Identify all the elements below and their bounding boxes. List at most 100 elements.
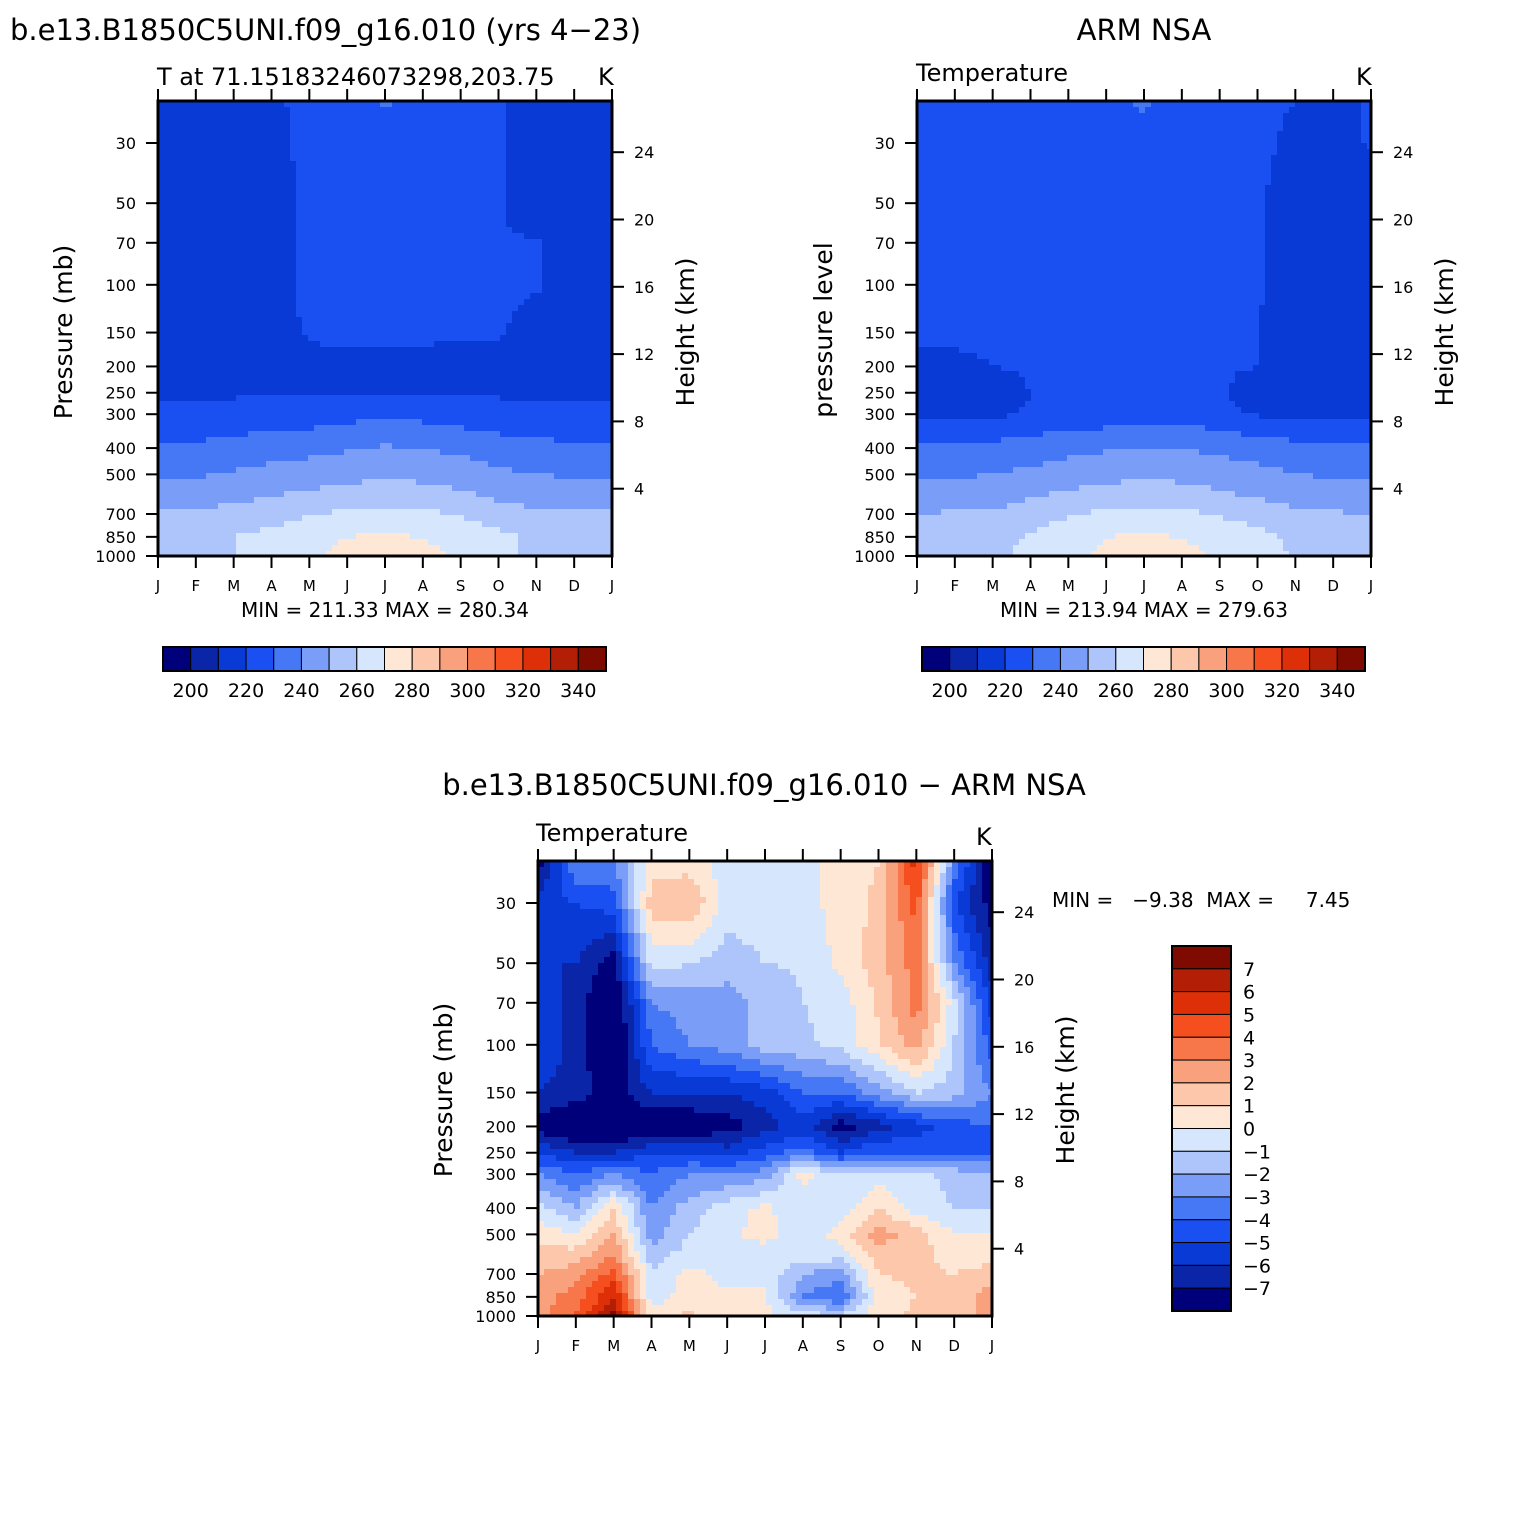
contour-cell	[344, 269, 351, 276]
contour-cell	[308, 377, 315, 384]
contour-cell	[440, 125, 447, 132]
contour-cell	[434, 407, 441, 414]
contour-cell	[434, 413, 441, 420]
contour-cell	[368, 353, 375, 360]
contour-cell	[338, 125, 345, 132]
contour-cell	[224, 305, 231, 312]
contour-cell	[434, 155, 441, 162]
contour-cell	[266, 281, 273, 288]
contour-cell	[530, 245, 537, 252]
contour-cell	[338, 233, 345, 240]
contour-cell	[434, 269, 441, 276]
contour-cell	[194, 449, 201, 456]
contour-cell	[236, 335, 243, 342]
contour-cell	[506, 485, 513, 492]
contour-cell	[548, 269, 555, 276]
contour-cell	[506, 407, 513, 414]
contour-cell	[236, 479, 243, 486]
contour-cell	[428, 323, 435, 330]
contour-cell	[296, 455, 303, 462]
contour-cell	[254, 125, 261, 132]
contour-cell	[440, 437, 447, 444]
contour-cell	[242, 221, 249, 228]
contour-cell	[440, 485, 447, 492]
contour-cell	[200, 287, 207, 294]
contour-cell	[332, 257, 339, 264]
contour-cell	[422, 317, 429, 324]
contour-cell	[458, 239, 465, 246]
contour-cell	[206, 365, 213, 372]
contour-cell	[542, 335, 549, 342]
contour-cell	[164, 101, 171, 108]
contour-cell	[200, 551, 207, 557]
contour-cell	[362, 185, 369, 192]
contour-cell	[482, 311, 489, 318]
contour-cell	[158, 323, 165, 330]
contour-cell	[542, 365, 549, 372]
contour-cell	[254, 485, 261, 492]
contour-cell	[380, 251, 387, 258]
contour-cell	[530, 407, 537, 414]
contour-cell	[278, 377, 285, 384]
contour-cell	[242, 113, 249, 120]
contour-cell	[254, 359, 261, 366]
contour-cell	[266, 389, 273, 396]
contour-cell	[212, 287, 219, 294]
contour-cell	[260, 227, 267, 234]
contour-cell	[188, 509, 195, 516]
contour-cell	[428, 161, 435, 168]
contour-cell	[368, 305, 375, 312]
contour-cell	[344, 311, 351, 318]
contour-cell	[440, 449, 447, 456]
contour-cell	[200, 419, 207, 426]
contour-cell	[290, 365, 297, 372]
contour-cell	[320, 419, 327, 426]
contour-cell	[422, 437, 429, 444]
contour-cell	[464, 269, 471, 276]
contour-cell	[260, 275, 267, 282]
contour-cell	[464, 551, 471, 557]
contour-cell	[236, 467, 243, 474]
contour-cell	[254, 287, 261, 294]
contour-cell	[170, 341, 177, 348]
contour-cell	[224, 359, 231, 366]
contour-cell	[248, 269, 255, 276]
contour-cell	[392, 131, 399, 138]
contour-cell	[242, 191, 249, 198]
contour-cell	[272, 527, 279, 534]
contour-cell	[512, 533, 519, 540]
contour-cell	[518, 431, 525, 438]
contour-cell	[176, 227, 183, 234]
contour-cell	[236, 419, 243, 426]
contour-cell	[482, 371, 489, 378]
contour-cell	[272, 425, 279, 432]
contour-cell	[206, 299, 213, 306]
contour-cell	[536, 245, 543, 252]
contour-cell	[386, 533, 393, 540]
contour-cell	[488, 383, 495, 390]
contour-cell	[536, 335, 543, 342]
contour-cell	[296, 431, 303, 438]
contour-cell	[314, 143, 321, 150]
contour-cell	[470, 215, 477, 222]
contour-cell	[446, 461, 453, 468]
contour-cell	[206, 131, 213, 138]
contour-cell	[266, 137, 273, 144]
contour-cell	[338, 149, 345, 156]
contour-cell	[428, 209, 435, 216]
contour-cell	[254, 509, 261, 516]
contour-cell	[284, 221, 291, 228]
contour-cell	[512, 365, 519, 372]
contour-cell	[236, 239, 243, 246]
contour-cell	[416, 491, 423, 498]
contour-cell	[248, 275, 255, 282]
contour-cell	[194, 551, 201, 557]
contour-cell	[200, 533, 207, 540]
contour-cell	[194, 311, 201, 318]
contour-cell	[188, 485, 195, 492]
contour-cell	[218, 389, 225, 396]
contour-cell	[494, 317, 501, 324]
contour-cell	[320, 257, 327, 264]
contour-cell	[188, 197, 195, 204]
contour-cell	[158, 377, 165, 384]
